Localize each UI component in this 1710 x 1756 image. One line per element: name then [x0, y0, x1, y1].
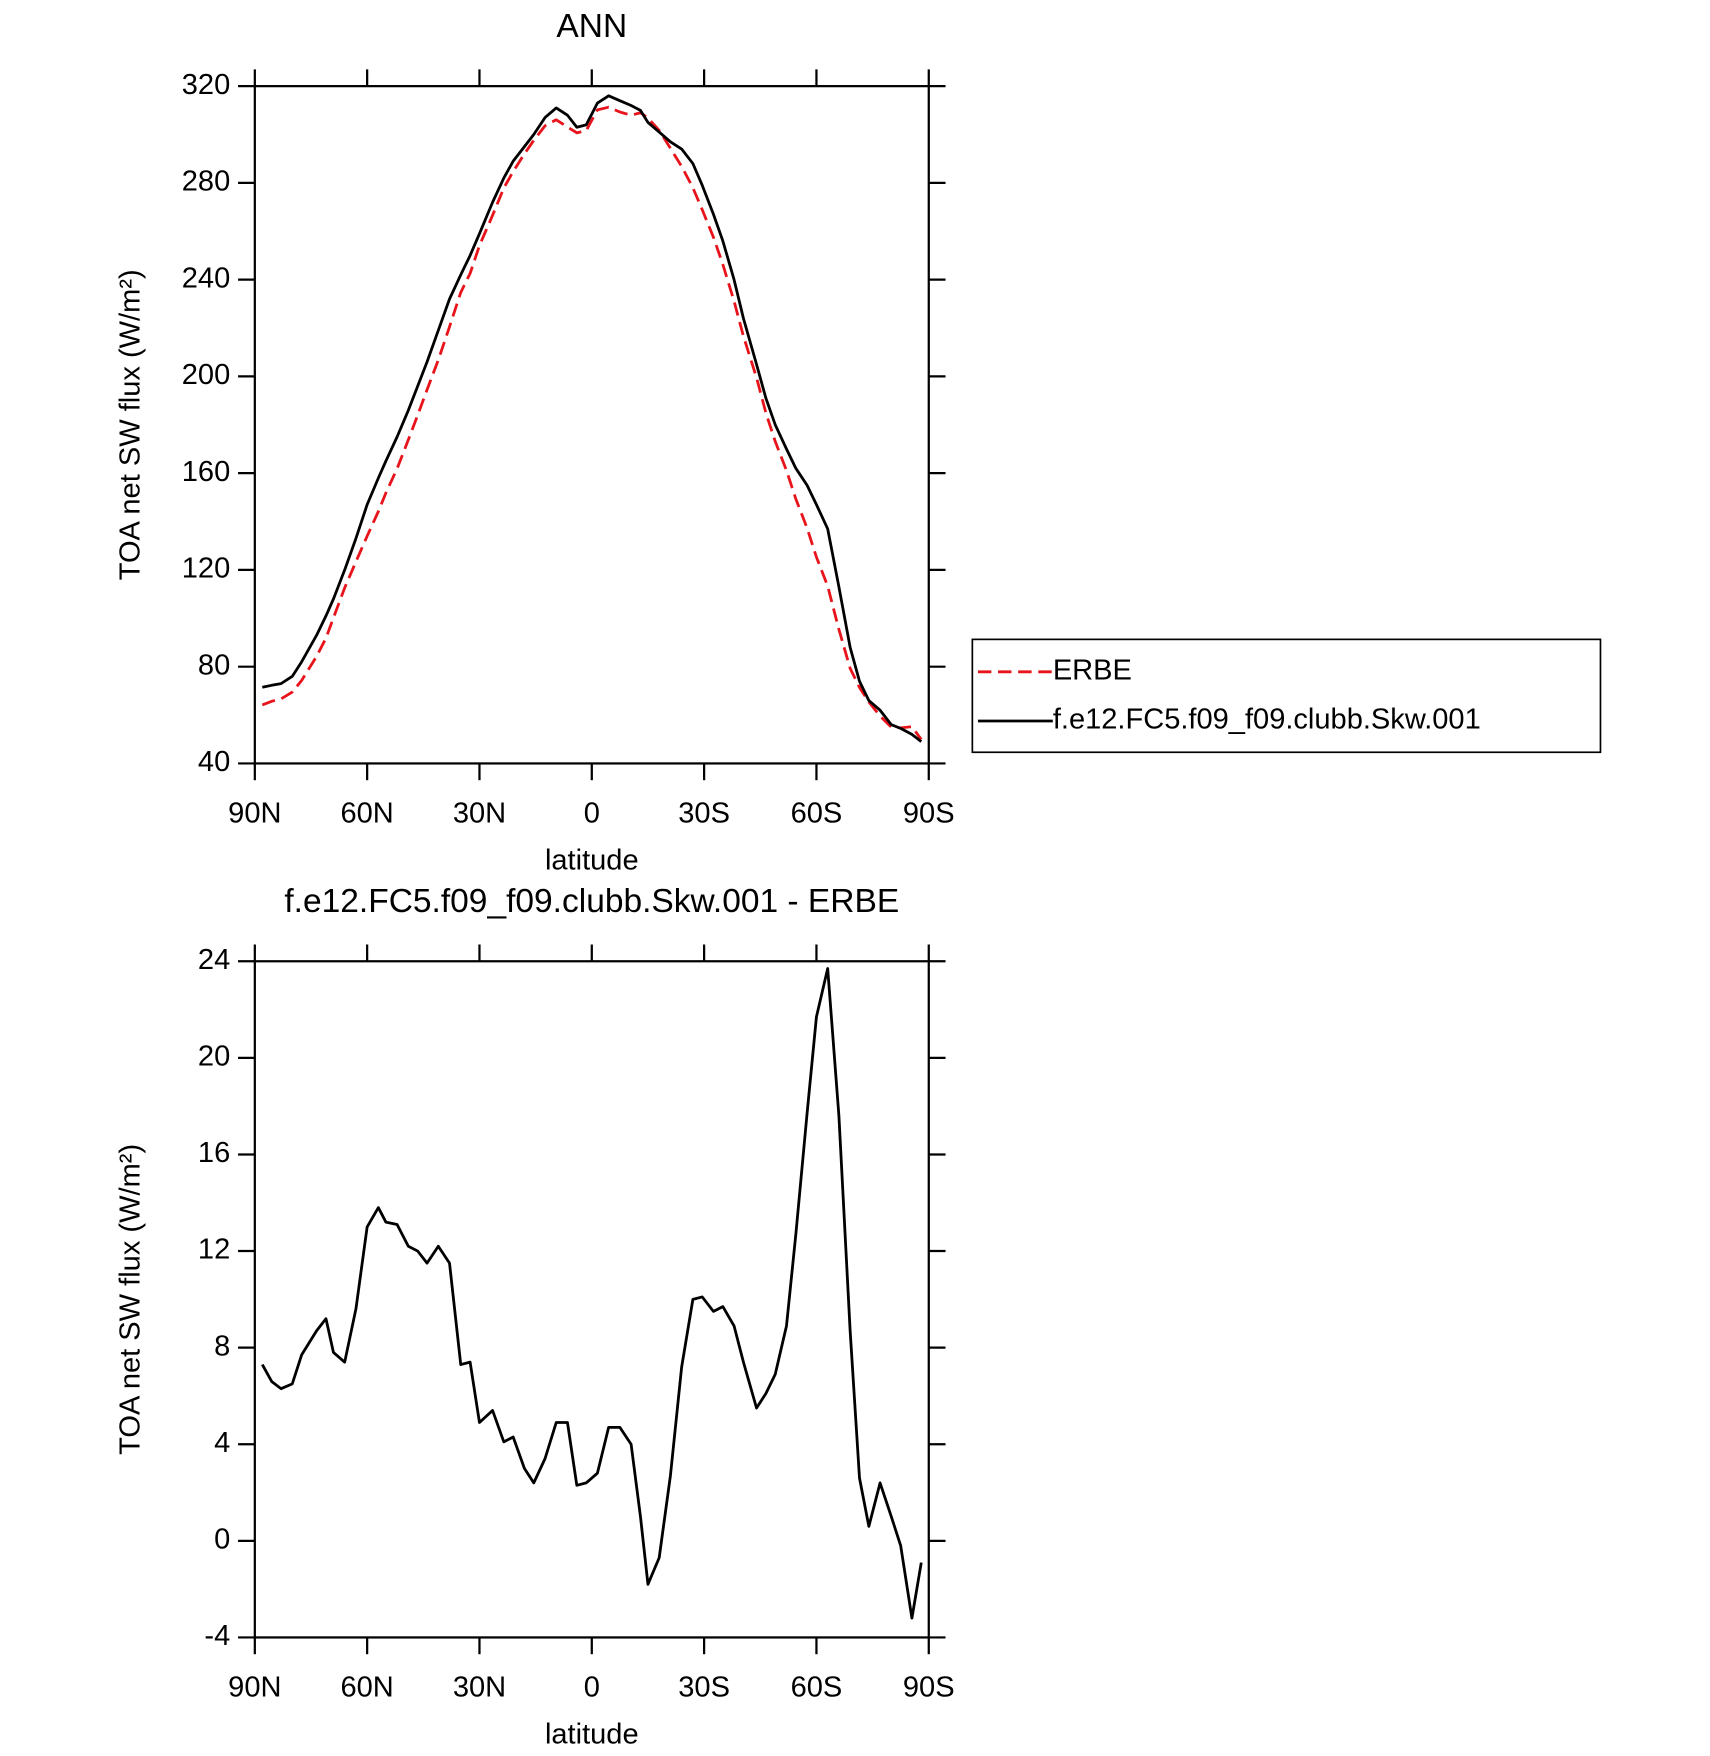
x-tick-label: 30S: [678, 798, 730, 830]
chart-title: ANN: [556, 8, 627, 45]
x-tick-label: 60N: [340, 798, 393, 830]
x-tick-label: 90S: [903, 1672, 955, 1704]
y-tick-label: 80: [198, 649, 230, 681]
y-tick-label: 280: [182, 166, 230, 198]
x-tick-label: 60S: [791, 1672, 843, 1704]
x-tick-label: 30N: [453, 798, 506, 830]
x-axis-label: latitude: [545, 844, 639, 876]
data-line: [261, 105, 923, 741]
x-tick-label: 90N: [228, 798, 281, 830]
y-tick-label: 0: [214, 1524, 230, 1556]
x-tick-label: 0: [584, 798, 600, 830]
y-tick-label: 120: [182, 553, 230, 585]
y-axis-label: TOA net SW flux (W/m²): [115, 1144, 147, 1455]
y-tick-label: 16: [198, 1137, 230, 1169]
y-tick-label: 24: [198, 944, 230, 976]
x-tick-label: 60S: [791, 798, 843, 830]
y-tick-label: 240: [182, 262, 230, 294]
data-line: [262, 94, 923, 743]
chart-title: f.e12.FC5.f09_f09.clubb.Skw.001 - ERBE: [284, 883, 899, 920]
x-tick-label: 30N: [453, 1672, 506, 1704]
x-tick-label: 60N: [340, 1672, 393, 1704]
y-tick-label: 20: [198, 1041, 230, 1073]
x-tick-label: 30S: [678, 1672, 730, 1704]
y-axis-label: TOA net SW flux (W/m²): [115, 269, 147, 580]
y-tick-label: 200: [182, 359, 230, 391]
x-tick-label: 90N: [228, 1672, 281, 1704]
y-tick-label: 320: [182, 69, 230, 101]
x-tick-label: 90S: [903, 798, 955, 830]
legend-label: ERBE: [1053, 654, 1132, 686]
legend-box: [971, 638, 1602, 754]
y-tick-label: 40: [198, 746, 230, 778]
data-line: [261, 967, 923, 1620]
x-axis-label: latitude: [545, 1718, 639, 1750]
y-tick-label: -4: [204, 1620, 230, 1652]
legend-label: f.e12.FC5.f09_f09.clubb.Skw.001: [1053, 704, 1481, 736]
y-tick-label: 8: [214, 1330, 230, 1362]
y-tick-label: 160: [182, 456, 230, 488]
y-tick-label: 4: [214, 1427, 230, 1459]
y-tick-label: 12: [198, 1234, 230, 1266]
plot-frame: [253, 85, 930, 765]
x-tick-label: 0: [584, 1672, 600, 1704]
